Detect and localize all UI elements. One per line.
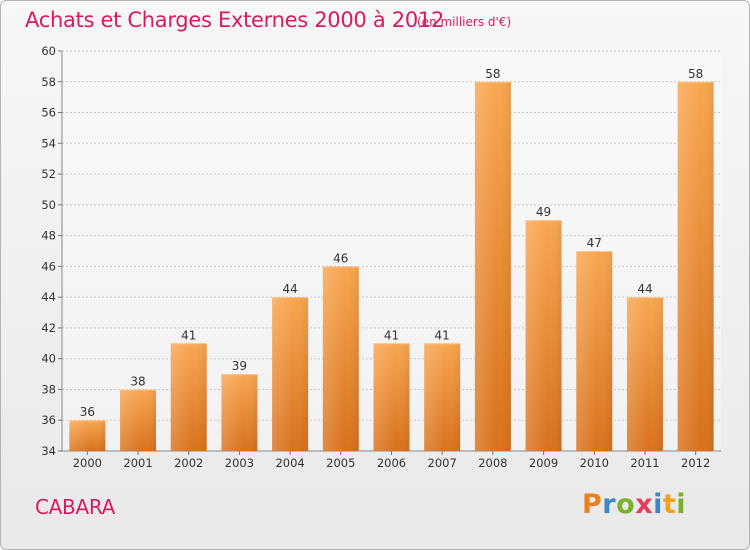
logo-letter: t [662,489,677,520]
proxiti-logo: Proxiti [582,489,686,520]
data-label: 38 [130,374,145,388]
x-tick-label: 2002 [174,456,203,470]
chart-title: Achats et Charges Externes 2000 à 2012 [25,8,445,32]
data-label: 44 [637,282,652,296]
y-tick-label: 58 [41,75,56,89]
x-tick-label: 2011 [630,456,659,470]
logo-letter: P [582,489,603,520]
bar-shading [677,81,714,452]
y-tick-label: 56 [41,106,56,120]
bar-shading [525,220,562,451]
data-label: 47 [587,236,602,250]
logo-letter: r [602,489,617,520]
chart-subtitle: (en milliers d'€) [417,15,512,29]
x-tick-label: 2010 [580,456,609,470]
y-tick-label: 40 [41,352,56,366]
y-tick-label: 50 [41,198,56,212]
logo-letter: i [653,489,663,520]
x-tick-label: 2006 [377,456,406,470]
data-label: 36 [80,405,95,419]
data-label: 46 [333,251,348,265]
y-tick-label: 36 [41,413,56,427]
logo-letter: x [635,489,654,520]
data-label: 58 [688,67,703,81]
bar-shading [424,343,461,451]
bar-shading [69,420,106,451]
x-tick-label: 2001 [123,456,152,470]
bar-shading [322,266,359,451]
x-tick-label: 2004 [275,456,304,470]
data-label: 41 [181,328,196,342]
y-tick-label: 60 [41,44,56,58]
x-tick-label: 2000 [73,456,102,470]
data-label: 41 [435,328,450,342]
bar-shading [626,297,663,451]
data-label: 44 [282,282,297,296]
data-label: 58 [485,67,500,81]
x-tick-label: 2009 [529,456,558,470]
x-tick-label: 2005 [326,456,355,470]
bar-shading [576,251,613,451]
y-tick-label: 52 [41,167,56,181]
bar-shading [120,389,157,451]
bar-shading [272,297,309,451]
data-label: 41 [384,328,399,342]
place-name: CABARA [35,495,116,519]
y-tick-label: 48 [41,229,56,243]
x-tick-label: 2008 [478,456,507,470]
y-tick-label: 54 [41,136,56,150]
x-tick-label: 2012 [681,456,710,470]
y-tick-label: 42 [41,321,56,335]
bar-shading [170,343,207,451]
y-tick-label: 44 [41,290,56,304]
bar-shading [474,81,511,452]
bar-shading [221,374,258,451]
data-label: 39 [232,359,247,373]
logo-letter: i [676,489,687,520]
y-tick-label: 34 [41,444,56,458]
logo-letter: o [616,489,636,520]
bar-shading [373,343,410,451]
x-tick-label: 2003 [225,456,254,470]
y-tick-label: 38 [41,382,56,396]
y-tick-label: 46 [41,259,56,273]
x-tick-label: 2007 [428,456,457,470]
data-label: 49 [536,205,551,219]
